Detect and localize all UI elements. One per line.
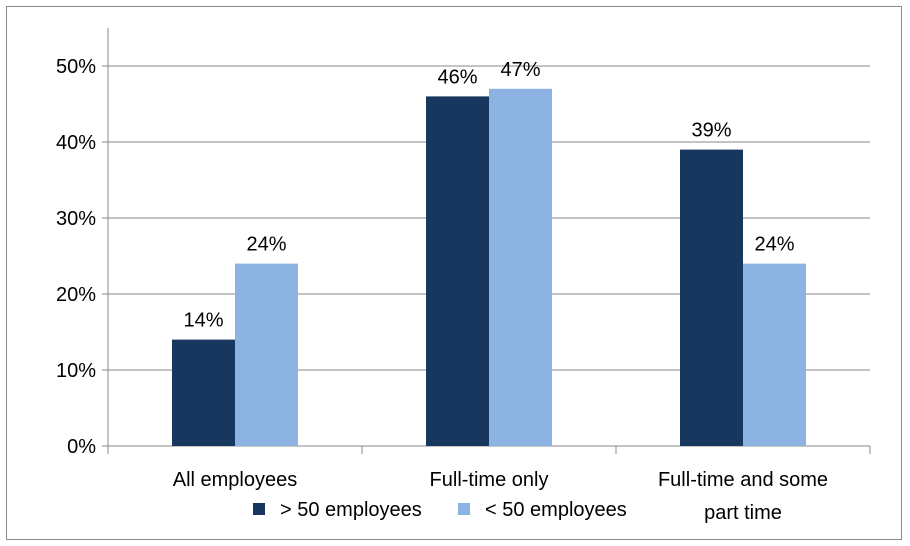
y-tick-label: 0%	[67, 436, 96, 458]
legend-label: > 50 employees	[280, 499, 422, 521]
bar	[172, 339, 235, 446]
data-label: 39%	[691, 120, 731, 142]
y-tick-label: 30%	[56, 208, 96, 230]
y-tick-label: 20%	[56, 284, 96, 306]
category-label: All employees	[173, 469, 298, 491]
bar	[489, 88, 552, 447]
y-tick-label: 50%	[56, 56, 96, 78]
data-label: 24%	[754, 234, 794, 256]
y-tick-label: 10%	[56, 360, 96, 382]
data-label: 14%	[183, 310, 223, 332]
legend-label: < 50 employees	[485, 499, 627, 521]
data-label: 24%	[246, 234, 286, 256]
legend-swatch	[253, 503, 265, 515]
bar	[743, 263, 806, 446]
legend-swatch	[458, 503, 470, 515]
data-label: 47%	[500, 59, 540, 81]
bar	[235, 263, 298, 446]
bar	[680, 149, 743, 446]
y-tick-label: 40%	[56, 132, 96, 154]
data-label: 46%	[437, 66, 477, 88]
category-label: Full-time and some part time	[658, 469, 828, 524]
category-label: Full-time only	[430, 469, 549, 491]
bar	[426, 96, 489, 447]
